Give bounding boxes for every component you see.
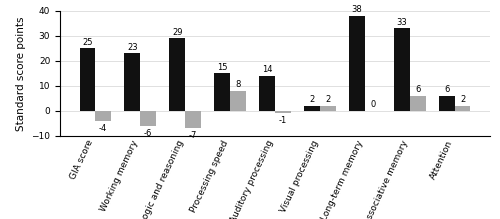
Bar: [320, 106, 336, 111]
Text: 33: 33: [396, 18, 407, 27]
Text: 38: 38: [352, 5, 362, 14]
Bar: [275, 111, 290, 113]
Bar: [349, 16, 365, 111]
Bar: [80, 48, 96, 111]
Text: -4: -4: [99, 124, 108, 133]
Bar: [96, 111, 111, 121]
Bar: [140, 111, 156, 126]
Bar: [260, 76, 275, 111]
Text: 29: 29: [172, 28, 182, 37]
Text: -6: -6: [144, 129, 152, 138]
Bar: [230, 91, 246, 111]
Text: 2: 2: [460, 95, 465, 104]
Bar: [185, 111, 201, 128]
Text: 23: 23: [127, 43, 138, 52]
Text: 0: 0: [370, 100, 376, 109]
Bar: [170, 38, 185, 111]
Text: 8: 8: [235, 80, 240, 89]
Bar: [410, 96, 426, 111]
Y-axis label: Standard score points: Standard score points: [16, 16, 26, 131]
Bar: [304, 106, 320, 111]
Text: -1: -1: [278, 116, 287, 125]
Bar: [439, 96, 454, 111]
Text: -7: -7: [189, 131, 197, 140]
Text: 25: 25: [82, 38, 92, 47]
Bar: [394, 28, 410, 111]
Bar: [124, 53, 140, 111]
Text: 14: 14: [262, 65, 272, 74]
Text: 6: 6: [415, 85, 420, 94]
Text: 15: 15: [217, 63, 228, 72]
Text: 6: 6: [444, 85, 450, 94]
Bar: [214, 73, 230, 111]
Bar: [454, 106, 470, 111]
Text: 2: 2: [310, 95, 314, 104]
Text: 2: 2: [325, 95, 330, 104]
